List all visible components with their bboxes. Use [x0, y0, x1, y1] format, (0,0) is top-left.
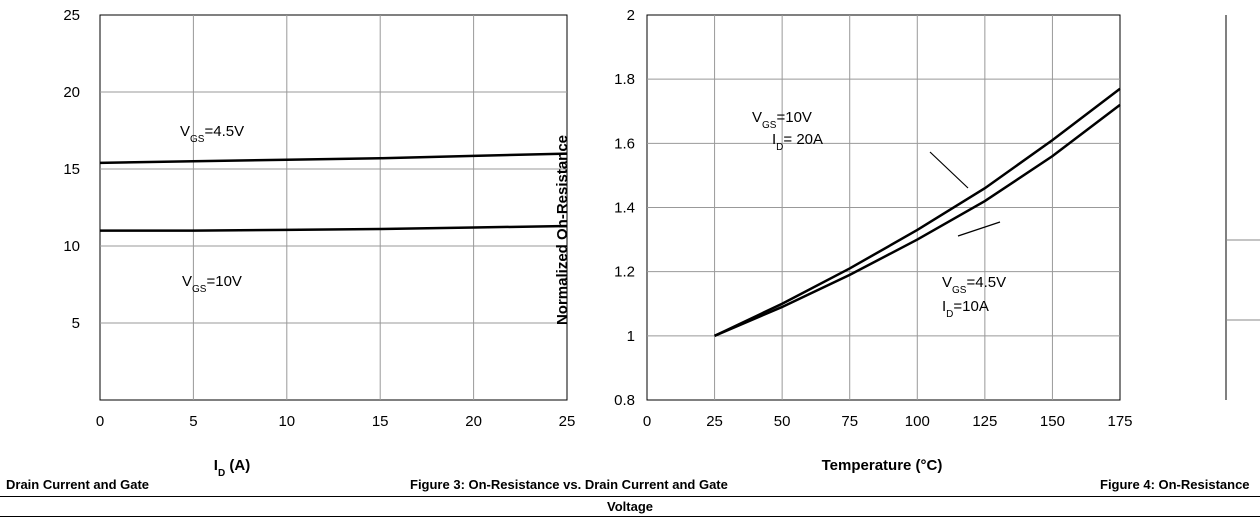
chart2-y-tick-label: 1 — [627, 328, 635, 345]
caption-figure-4: Figure 4: On-Resistance — [1100, 477, 1250, 492]
chart2-y-tick-label: 2 — [627, 7, 635, 24]
chart2-y-tick-label: 1.2 — [614, 264, 635, 281]
chart1-series-line-1 — [100, 224, 568, 232]
chart2-x-tick-label: 25 — [706, 413, 723, 430]
chart2-annotation-vgs-10v: VGS=10V — [752, 109, 812, 131]
chart1-x-tick-label: 10 — [278, 413, 295, 430]
chart2-grid — [646, 14, 1121, 401]
chart2-y-tick-label: 0.8 — [614, 392, 635, 409]
caption-left: Drain Current and Gate — [6, 477, 150, 492]
chart2-x-tick-label: 100 — [905, 413, 930, 430]
chart2-series — [714, 87, 1121, 337]
chart1-tick-labels: 0 5 10 15 20 25 5 10 15 20 25 — [63, 7, 575, 430]
chart2-series-line-0 — [714, 87, 1121, 337]
chart-rdson-vs-id: 0 5 10 15 20 25 5 10 15 20 25 ID (A) VGS=4.5V VGS=… — [63, 7, 575, 479]
chart2-tick-labels: 0 25 50 75 100 125 150 175 0.8 1 1.2 1.4 1.6 1.8 2 — [614, 7, 1132, 430]
chart1-grid — [99, 14, 568, 401]
chart2-x-tick-label: 125 — [972, 413, 997, 430]
chart2-series-line-1 — [714, 103, 1121, 337]
chart1-y-tick-label: 10 — [63, 238, 80, 255]
chart2-y-tick-label: 1.8 — [614, 71, 635, 88]
chart2-y-tick-label: 1.4 — [614, 200, 635, 217]
chart1-y-tick-label: 5 — [72, 315, 80, 332]
chart1-x-tick-label: 5 — [189, 413, 197, 430]
chart1-y-tick-label: 20 — [63, 84, 80, 101]
chart2-x-axis-title: Temperature (°C) — [822, 457, 943, 474]
chart2-arrow-upper — [929, 151, 969, 189]
caption-rule-top — [0, 496, 1260, 497]
figure-caption-row: Drain Current and Gate Figure 3: On-Resi… — [0, 477, 1260, 499]
chart1-x-axis-title: ID (A) — [214, 457, 250, 479]
chart1-x-tick-label: 25 — [559, 413, 576, 430]
chart1-series-line-0 — [99, 152, 568, 165]
chart2-y-tick-label: 1.6 — [614, 135, 635, 152]
chart2-annotation-vgs-4.5v: VGS=4.5V — [942, 274, 1006, 296]
chart3-partial — [1225, 15, 1260, 400]
chart1-x-tick-label: 20 — [465, 413, 482, 430]
chart1-x-tick-label: 15 — [372, 413, 389, 430]
chart2-x-tick-label: 0 — [643, 413, 651, 430]
caption-rule-bottom — [0, 516, 1260, 517]
chart2-annotation-id-10a: ID=10A — [942, 298, 989, 320]
chart2-x-tick-label: 150 — [1040, 413, 1065, 430]
caption-figure-3: Figure 3: On-Resistance vs. Drain Curren… — [410, 477, 728, 492]
chart1-x-tick-label: 0 — [96, 413, 104, 430]
chart2-y-axis-title: Normalized On-Resistance — [554, 135, 571, 325]
chart2-arrow-lower — [957, 221, 1001, 237]
chart2-annotation-id-20a: ID= 20A — [772, 131, 823, 153]
chart1-series — [99, 152, 568, 232]
caption-voltage: Voltage — [607, 499, 653, 514]
chart1-y-tick-label: 25 — [63, 7, 80, 24]
chart1-annotation-vgs-4.5v: VGS=4.5V — [180, 123, 244, 145]
chart1-annotation-vgs-10v: VGS=10V — [182, 273, 242, 295]
chart1-y-tick-label: 15 — [63, 161, 80, 178]
chart2-x-tick-label: 175 — [1107, 413, 1132, 430]
chart-normalized-rdson-vs-temperature: 0 25 50 75 100 125 150 175 0.8 1 1.2 1.4 1.6 1.8 2 Tem… — [554, 7, 1133, 474]
chart2-x-tick-label: 75 — [841, 413, 858, 430]
chart2-x-tick-label: 50 — [774, 413, 791, 430]
chart1-plot-frame — [99, 14, 568, 401]
